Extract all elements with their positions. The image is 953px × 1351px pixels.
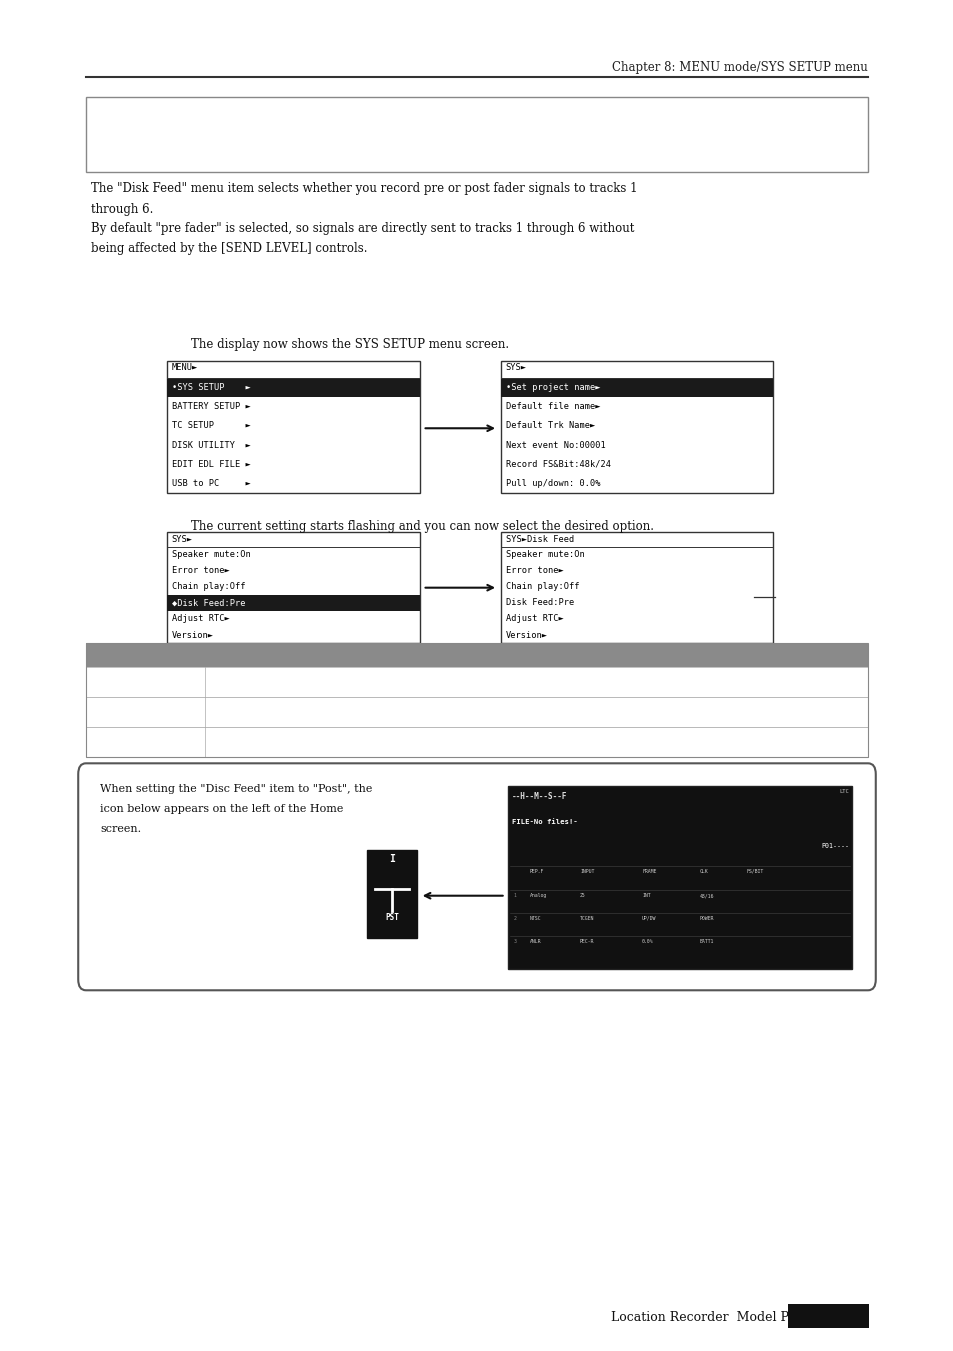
Text: Analog: Analog [529,893,546,898]
FancyBboxPatch shape [78,763,875,990]
Text: USB to PC     ►: USB to PC ► [172,480,251,488]
Text: FRAME: FRAME [641,869,656,874]
FancyBboxPatch shape [167,378,419,397]
Text: EDIT EDL FILE ►: EDIT EDL FILE ► [172,459,251,469]
FancyBboxPatch shape [367,850,416,938]
Text: UP/DW: UP/DW [641,916,656,921]
FancyBboxPatch shape [500,361,772,493]
Text: Default file name►: Default file name► [505,403,599,411]
Text: SYS►: SYS► [505,363,526,373]
Text: BATT1: BATT1 [699,939,713,944]
Text: 48/16: 48/16 [699,893,713,898]
Text: 3: 3 [513,939,516,944]
Text: ◆Disk Feed:Pre: ◆Disk Feed:Pre [172,598,245,608]
Text: •Set project name►: •Set project name► [505,384,599,392]
Text: 2: 2 [513,916,516,921]
Text: Version►: Version► [505,631,547,639]
FancyBboxPatch shape [500,378,772,397]
Text: 25: 25 [579,893,585,898]
Text: INPUT: INPUT [579,869,594,874]
Text: REC-R: REC-R [579,939,594,944]
Text: Chapter 8: MENU mode/SYS SETUP menu: Chapter 8: MENU mode/SYS SETUP menu [612,61,867,74]
FancyBboxPatch shape [508,786,851,969]
Text: Pull up/down: 0.0%: Pull up/down: 0.0% [505,480,599,488]
Text: --H--M--S--F: --H--M--S--F [512,792,567,801]
FancyBboxPatch shape [86,667,867,697]
Text: BATTERY SETUP ►: BATTERY SETUP ► [172,403,251,411]
Text: SYS►: SYS► [172,535,193,544]
Text: through 6.: through 6. [91,203,152,216]
Text: Chain play:Off: Chain play:Off [505,582,578,592]
Text: The display now shows the SYS SETUP menu screen.: The display now shows the SYS SETUP menu… [191,338,508,351]
Text: Error tone►: Error tone► [172,566,230,576]
FancyBboxPatch shape [86,697,867,727]
FancyBboxPatch shape [500,532,772,643]
Text: MENU►: MENU► [172,363,198,373]
Text: NTSC: NTSC [529,916,540,921]
FancyBboxPatch shape [167,594,419,611]
Text: ANLR: ANLR [529,939,540,944]
Text: P01----: P01---- [821,843,848,848]
Text: icon below appears on the left of the Home: icon below appears on the left of the Ho… [100,804,343,813]
Text: Chain play:Off: Chain play:Off [172,582,245,592]
Text: DISK UTILITY  ►: DISK UTILITY ► [172,440,251,450]
Text: TC SETUP      ►: TC SETUP ► [172,422,251,431]
FancyBboxPatch shape [86,727,867,757]
Text: SYS►Disk Feed: SYS►Disk Feed [505,535,574,544]
Text: Disk Feed:Pre: Disk Feed:Pre [505,598,574,608]
FancyBboxPatch shape [167,361,419,493]
Text: screen.: screen. [100,824,141,834]
Text: LTC: LTC [839,789,848,794]
Text: FILE-No files!-: FILE-No files!- [512,819,578,824]
Text: Speaker mute:On: Speaker mute:On [505,550,584,559]
Text: FS/BIT: FS/BIT [746,869,763,874]
Text: Location Recorder  Model PD606: Location Recorder Model PD606 [610,1310,821,1324]
Text: CLK: CLK [699,869,707,874]
FancyBboxPatch shape [86,97,867,172]
FancyBboxPatch shape [787,1304,868,1328]
Text: INT: INT [641,893,650,898]
Text: I: I [389,854,395,863]
Text: Default Trk Name►: Default Trk Name► [505,422,595,431]
Text: Adjust RTC►: Adjust RTC► [505,615,563,623]
Text: REP.F: REP.F [529,869,543,874]
Text: The current setting starts flashing and you can now select the desired option.: The current setting starts flashing and … [191,520,653,534]
Text: TCGEN: TCGEN [579,916,594,921]
Text: •SYS SETUP    ►: •SYS SETUP ► [172,384,251,392]
Text: Error tone►: Error tone► [505,566,563,576]
Text: Version►: Version► [172,631,213,639]
Text: The "Disk Feed" menu item selects whether you record pre or post fader signals t: The "Disk Feed" menu item selects whethe… [91,182,637,196]
Text: Next event No:00001: Next event No:00001 [505,440,605,450]
Text: 1: 1 [513,893,516,898]
Text: Record FS&Bit:48k/24: Record FS&Bit:48k/24 [505,459,610,469]
Text: Adjust RTC►: Adjust RTC► [172,615,230,623]
Text: PST: PST [385,913,398,921]
FancyBboxPatch shape [167,532,419,643]
Text: 0.0%: 0.0% [641,939,653,944]
Text: being affected by the [SEND LEVEL] controls.: being affected by the [SEND LEVEL] contr… [91,242,367,255]
Text: POWER: POWER [699,916,713,921]
Text: Speaker mute:On: Speaker mute:On [172,550,251,559]
Text: By default "pre fader" is selected, so signals are directly sent to tracks 1 thr: By default "pre fader" is selected, so s… [91,222,634,235]
Text: When setting the "Disc Feed" item to "Post", the: When setting the "Disc Feed" item to "Po… [100,784,373,793]
FancyBboxPatch shape [86,643,867,667]
